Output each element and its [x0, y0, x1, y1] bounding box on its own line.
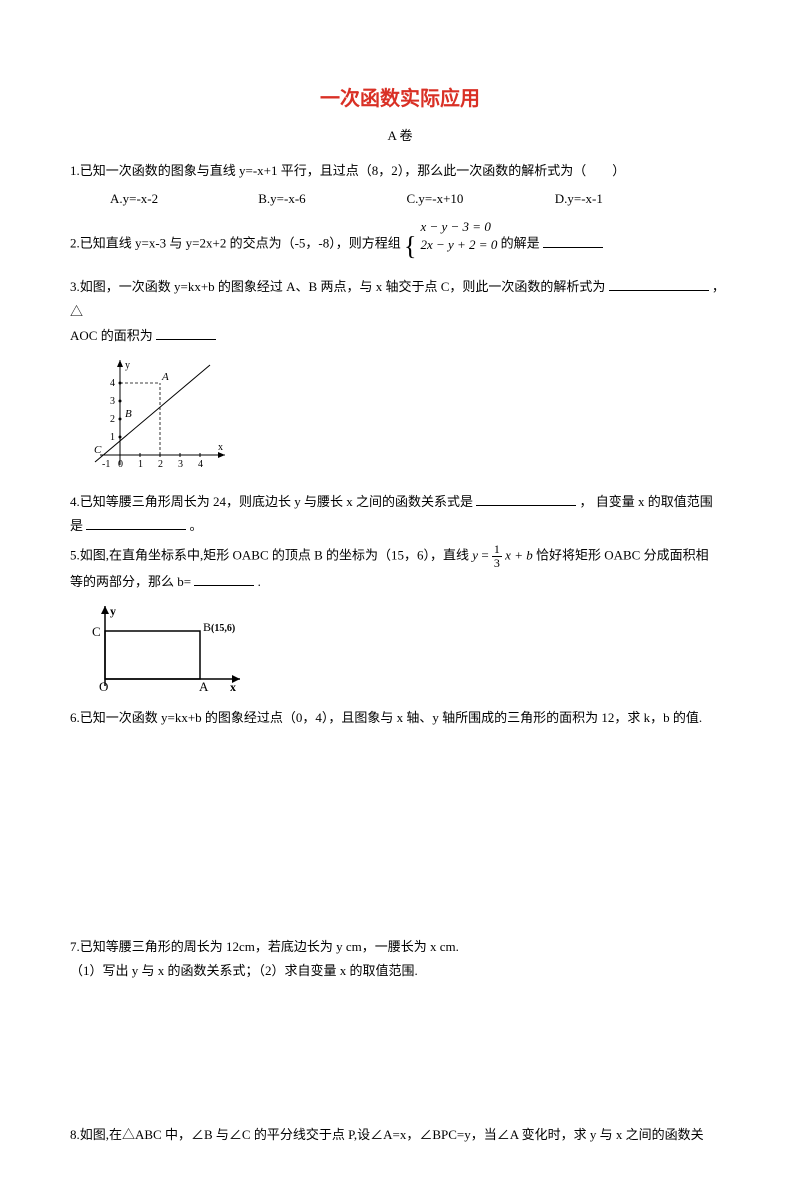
svg-text:y: y [125, 360, 130, 371]
q5-line2: 等的两部分，那么 b= [70, 574, 191, 589]
svg-text:2: 2 [158, 459, 163, 470]
frac-den: 3 [492, 557, 502, 570]
q4-suffix: ， 自变量 x 的取值范围 [580, 494, 713, 509]
svg-text:4: 4 [110, 378, 115, 389]
q7-line2: （1）写出 y 与 x 的函数关系式；（2）求自变量 x 的取值范围. [70, 963, 418, 978]
svg-text:O: O [99, 679, 108, 691]
svg-text:A: A [161, 371, 169, 383]
q5-tail: x + b [502, 548, 533, 563]
q4-prefix: 4.已知等腰三角形周长为 24，则底边长 y 与腰长 x 之间的函数关系式是 [70, 494, 473, 509]
svg-text:3: 3 [110, 396, 115, 407]
question-6: 6.已知一次函数 y=kx+b 的图象经过点（0，4），且图象与 x 轴、y 轴… [70, 706, 730, 731]
question-8: 8.如图,在△ABC 中，∠B 与∠C 的平分线交于点 P,设∠A=x，∠BPC… [70, 1123, 730, 1148]
q1-choice-a: A.y=-x-2 [110, 187, 255, 212]
svg-text:x: x [218, 442, 223, 453]
q5-eq: = [478, 548, 492, 563]
q7-line1: 7.已知等腰三角形的周长为 12cm，若底边长为 y cm，一腰长为 x cm. [70, 939, 459, 954]
q2-prefix: 2.已知直线 y=x-3 与 y=2x+2 的交点为（-5，-8），则方程组 [70, 236, 401, 251]
q3-prefix: 3.如图，一次函数 y=kx+b 的图象经过 A、B 两点，与 x 轴交于点 C… [70, 279, 605, 294]
frac-num: 1 [492, 543, 502, 557]
q2-eq1: x − y − 3 = 0 [420, 219, 490, 234]
svg-text:1: 1 [138, 459, 143, 470]
answer-space-6 [70, 735, 730, 935]
svg-text:0: 0 [118, 459, 123, 470]
svg-text:2: 2 [110, 414, 115, 425]
svg-text:1: 1 [110, 432, 115, 443]
question-2: 2.已知直线 y=x-3 与 y=2x+2 的交点为（-5，-8），则方程组 {… [70, 218, 730, 271]
question-4: 4.已知等腰三角形周长为 24，则底边长 y 与腰长 x 之间的函数关系式是 ，… [70, 490, 730, 539]
q3-blank-2 [156, 326, 216, 340]
q5-period: . [258, 574, 261, 589]
q4-blank-2 [86, 516, 186, 530]
svg-text:B(15,6): B(15,6) [203, 620, 235, 634]
paper-label: A 卷 [70, 124, 730, 149]
figure-1: -1 0 1 2 3 4 1 2 3 4 A B C y x [90, 355, 730, 484]
q8-text: 8.如图,在△ABC 中，∠B 与∠C 的平分线交于点 P,设∠A=x，∠BPC… [70, 1127, 704, 1142]
q4-blank-1 [476, 492, 576, 506]
q1-choice-b: B.y=-x-6 [258, 187, 403, 212]
q6-text: 6.已知一次函数 y=kx+b 的图象经过点（0，4），且图象与 x 轴、y 轴… [70, 710, 702, 725]
question-7: 7.已知等腰三角形的周长为 12cm，若底边长为 y cm，一腰长为 x cm.… [70, 935, 730, 984]
q3-line2: AOC 的面积为 [70, 328, 153, 343]
q1-text: 1.已知一次函数的图象与直线 y=-x+1 平行，且过点（8，2），那么此一次函… [70, 163, 625, 178]
svg-text:4: 4 [198, 459, 203, 470]
svg-text:A: A [199, 679, 209, 691]
question-3: 3.如图，一次函数 y=kx+b 的图象经过 A、B 两点，与 x 轴交于点 C… [70, 275, 730, 349]
svg-text:x: x [230, 680, 236, 691]
q2-eq2: 2x − y + 2 = 0 [420, 237, 497, 252]
q1-choice-d: D.y=-x-1 [555, 187, 700, 212]
svg-text:y: y [110, 604, 116, 618]
figure-2: C O A B(15,6) y x [90, 601, 730, 700]
q5-blank [194, 572, 254, 586]
question-1: 1.已知一次函数的图象与直线 y=-x+1 平行，且过点（8，2），那么此一次函… [70, 159, 730, 184]
question-5: 5.如图,在直角坐标系中,矩形 OABC 的顶点 B 的坐标为（15，6），直线… [70, 543, 730, 595]
q5-fraction: 13 [492, 543, 502, 570]
svg-text:-1: -1 [102, 459, 110, 470]
q5-prefix: 5.如图,在直角坐标系中,矩形 OABC 的顶点 B 的坐标为（15，6），直线 [70, 548, 469, 563]
svg-text:C: C [94, 444, 102, 456]
q2-suffix: 的解是 [501, 236, 540, 251]
q1-choice-c: C.y=-x+10 [407, 187, 552, 212]
svg-text:3: 3 [178, 459, 183, 470]
svg-text:C: C [92, 624, 101, 639]
q1-choices: A.y=-x-2 B.y=-x-6 C.y=-x+10 D.y=-x-1 [70, 187, 730, 212]
q3-blank-1 [609, 277, 709, 291]
svg-text:B: B [125, 408, 132, 420]
q2-blank [543, 234, 603, 248]
equation-brace: { x − y − 3 = 0 2x − y + 2 = 0 [404, 218, 497, 271]
q4-line2: 是 [70, 518, 83, 533]
answer-space-7 [70, 988, 730, 1123]
page-title: 一次函数实际应用 [70, 80, 730, 118]
q4-period: 。 [190, 518, 203, 533]
q5-mid: 恰好将矩形 OABC 分成面积相 [536, 548, 709, 563]
